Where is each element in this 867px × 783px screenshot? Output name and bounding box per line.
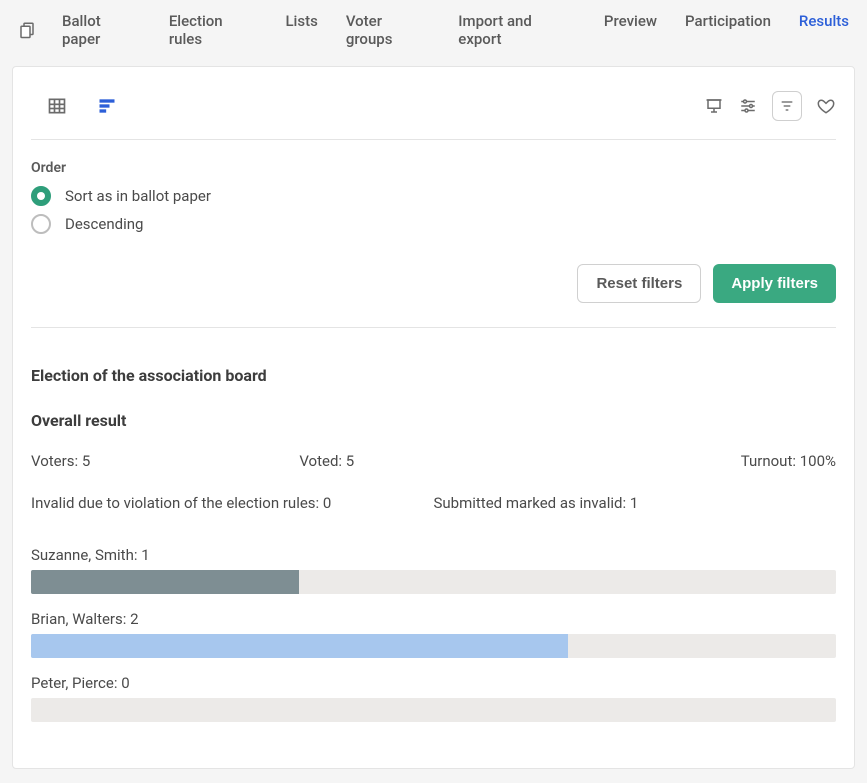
- candidate-bars: Suzanne, Smith: 1 Brian, Walters: 2 Peter,…: [31, 546, 836, 722]
- radio-icon[interactable]: [31, 214, 51, 234]
- tab-participation[interactable]: Participation: [685, 12, 771, 48]
- sliders-icon[interactable]: [738, 96, 758, 116]
- tab-lists[interactable]: Lists: [285, 12, 317, 48]
- candidate-row: Peter, Pierce: 0: [31, 674, 836, 722]
- turnout-stat: Turnout: 100%: [568, 452, 836, 470]
- bar-fill: [31, 634, 568, 658]
- reset-filters-button[interactable]: Reset filters: [577, 264, 701, 303]
- top-nav-bar: Ballot paper Election rules Lists Voter gro…: [0, 0, 867, 60]
- copy-icon[interactable]: [18, 21, 36, 39]
- nav-tabs: Ballot paper Election rules Lists Voter gro…: [62, 12, 849, 48]
- radio-icon[interactable]: [31, 186, 51, 206]
- tab-results[interactable]: Results: [799, 12, 849, 48]
- tab-preview[interactable]: Preview: [604, 12, 657, 48]
- candidate-label: Peter, Pierce: 0: [31, 674, 836, 692]
- candidate-row: Brian, Walters: 2: [31, 610, 836, 658]
- order-option[interactable]: Descending: [31, 214, 836, 234]
- election-title: Election of the association board: [31, 366, 836, 385]
- order-option[interactable]: Sort as in ballot paper: [31, 186, 836, 206]
- view-toolbar: [31, 87, 836, 140]
- candidate-label: Suzanne, Smith: 1: [31, 546, 836, 564]
- bar-track: [31, 698, 836, 722]
- overall-result-heading: Overall result: [31, 411, 836, 430]
- invalid-rules-stat: Invalid due to violation of the election…: [31, 494, 434, 512]
- voters-stat: Voters: 5: [31, 452, 299, 470]
- tab-ballot-paper[interactable]: Ballot paper: [62, 12, 141, 48]
- candidate-label: Brian, Walters: 2: [31, 610, 836, 628]
- tab-import-and-export[interactable]: Import and export: [458, 12, 576, 48]
- radio-label: Sort as in ballot paper: [65, 187, 211, 205]
- tab-voter-groups[interactable]: Voter groups: [346, 12, 430, 48]
- filter-panel: Order Sort as in ballot paperDescending …: [31, 140, 836, 328]
- tab-election-rules[interactable]: Election rules: [169, 12, 258, 48]
- presentation-icon[interactable]: [704, 96, 724, 116]
- radio-label: Descending: [65, 215, 143, 233]
- candidate-row: Suzanne, Smith: 1: [31, 546, 836, 594]
- order-title: Order: [31, 160, 836, 176]
- table-view-icon[interactable]: [47, 96, 67, 116]
- bar-view-icon[interactable]: [97, 96, 117, 116]
- results-card: Order Sort as in ballot paperDescending …: [12, 66, 855, 769]
- bar-fill: [31, 570, 299, 594]
- apply-filters-button[interactable]: Apply filters: [713, 264, 836, 303]
- heart-icon[interactable]: [816, 96, 836, 116]
- bar-track: [31, 570, 836, 594]
- results-section: Election of the association board Overal…: [31, 328, 836, 722]
- stats-row-1: Voters: 5 Voted: 5 Turnout: 100%: [31, 452, 836, 470]
- invalid-marked-stat: Submitted marked as invalid: 1: [434, 494, 837, 512]
- stats-row-2: Invalid due to violation of the election…: [31, 494, 836, 512]
- voted-stat: Voted: 5: [299, 452, 567, 470]
- filter-icon[interactable]: [772, 91, 802, 121]
- bar-track: [31, 634, 836, 658]
